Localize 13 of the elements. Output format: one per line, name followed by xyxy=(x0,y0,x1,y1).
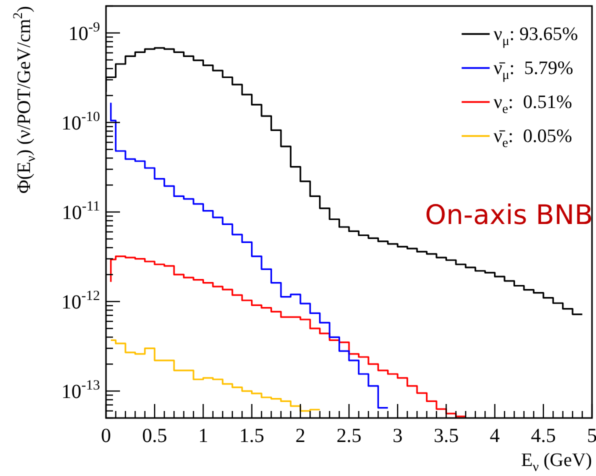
x-tick-label: 2.5 xyxy=(336,425,362,447)
x-tick-label: 3.5 xyxy=(434,425,459,447)
x-tick-label: 3 xyxy=(392,425,403,447)
x-tick-label: 4.5 xyxy=(530,425,556,447)
y-axis-title: Φ(Eν) (ν/POT/GeV/cm2) xyxy=(10,6,38,194)
x-tick-label: 2 xyxy=(295,425,306,447)
x-tick-label: 1.5 xyxy=(239,425,264,447)
x-tick-label: 0 xyxy=(101,425,111,447)
x-tick-label: 1 xyxy=(198,425,208,447)
x-tick-label: 4 xyxy=(490,425,500,447)
x-tick-label: 5 xyxy=(587,425,596,447)
annotation: On-axis BNB xyxy=(424,200,594,231)
x-tick-label: 0.5 xyxy=(142,425,168,447)
